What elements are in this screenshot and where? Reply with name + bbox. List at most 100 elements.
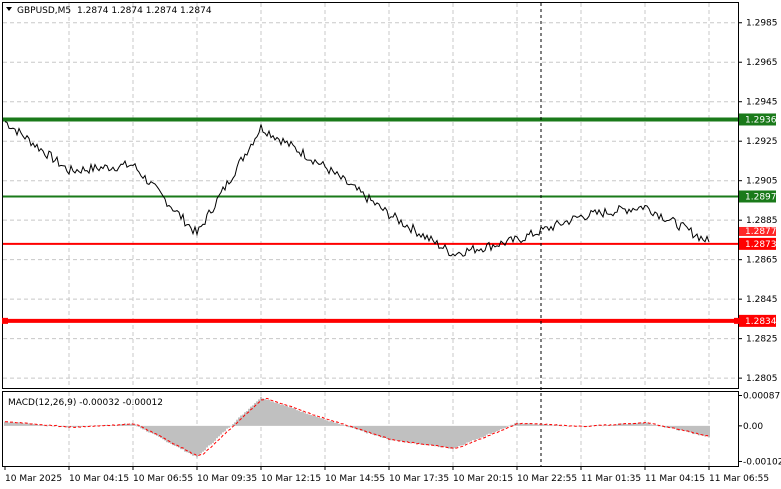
dropdown-triangle-icon[interactable] <box>6 7 12 11</box>
macd-histogram-bar <box>66 425 68 428</box>
macd-histogram-bar <box>374 425 376 436</box>
level-anchor-handle[interactable] <box>2 317 8 324</box>
macd-histogram-bar <box>450 425 452 449</box>
macd-histogram-bar <box>46 425 48 427</box>
macd-histogram-bar <box>706 425 708 436</box>
macd-histogram-bar <box>260 396 262 426</box>
macd-histogram-bar <box>188 425 190 453</box>
macd-histogram-bar <box>274 402 276 426</box>
macd-histogram-bar <box>494 425 496 433</box>
macd-histogram-bar <box>440 425 442 448</box>
macd-histogram-bar <box>288 407 290 426</box>
macd-histogram-bar <box>162 425 164 440</box>
macd-histogram-bar <box>314 415 316 426</box>
macd-histogram-bar <box>694 425 696 435</box>
macd-histogram-bar <box>590 425 592 426</box>
macd-histogram-bar <box>134 424 136 426</box>
macd-histogram-bar <box>426 425 428 445</box>
macd-histogram-bar <box>546 424 548 426</box>
macd-histogram-bar <box>560 425 562 427</box>
macd-histogram-bar <box>16 423 18 426</box>
macd-histogram-bar <box>56 425 58 427</box>
macd-histogram-bar <box>86 425 88 427</box>
macd-histogram-bar <box>80 425 82 428</box>
level-anchor-handle[interactable] <box>734 317 740 324</box>
price-tick-label: 1.2805 <box>746 374 778 384</box>
macd-signal-line <box>5 397 710 457</box>
macd-histogram-bar <box>120 424 122 426</box>
macd-histogram-bar <box>284 405 286 426</box>
macd-histogram-bar <box>666 425 668 428</box>
macd-histogram-bar <box>644 422 646 426</box>
macd-histogram-bar <box>630 423 632 426</box>
macd-histogram-bar <box>38 425 40 426</box>
macd-histogram-bar <box>276 402 278 426</box>
macd-histogram-bar <box>258 399 260 426</box>
macd-histogram-bar <box>658 425 660 427</box>
macd-histogram-bar <box>368 425 370 433</box>
macd-histogram-bar <box>12 422 14 426</box>
price-tick-label: 1.2965 <box>746 58 778 68</box>
macd-histogram-bar <box>688 425 690 433</box>
macd-histogram-bar <box>686 425 688 432</box>
macd-histogram-bar <box>216 425 218 439</box>
macd-histogram-bar <box>522 423 524 426</box>
macd-histogram-bar <box>498 425 500 431</box>
macd-histogram-bar <box>270 401 272 426</box>
time-tick-label: 10 Mar 06:55 <box>133 474 193 484</box>
macd-histogram-bar <box>308 414 310 426</box>
macd-histogram-bar <box>250 406 252 426</box>
macd-histogram-bar <box>382 425 384 439</box>
macd-histogram-bar <box>388 425 390 441</box>
macd-histogram-bar <box>206 425 208 448</box>
macd-histogram-bar <box>332 421 334 426</box>
macd-histogram-bar <box>398 425 400 442</box>
macd-histogram-bar <box>422 425 424 445</box>
macd-histogram-bar <box>622 423 624 426</box>
macd-histogram-bar <box>610 424 612 426</box>
macd-histogram-bar <box>668 425 670 428</box>
macd-histogram-bar <box>670 425 672 429</box>
macd-histogram-bar <box>582 425 584 427</box>
macd-histogram-bar <box>116 425 118 426</box>
macd-histogram-bar <box>62 425 64 427</box>
macd-histogram-bar <box>318 417 320 426</box>
macd-tick-label: 0.00 <box>743 422 763 432</box>
macd-histogram-bar <box>262 398 264 426</box>
macd-histogram-bar <box>18 422 20 426</box>
macd-histogram-bar <box>234 422 236 426</box>
macd-histogram-bar <box>404 425 406 443</box>
time-axis: 10 Mar 2025 10 Mar 04:15 10 Mar 06:55 10 Ma… <box>4 466 769 484</box>
macd-histogram-bar <box>680 425 682 431</box>
macd-histogram-bar <box>532 424 534 426</box>
macd-histogram-bar <box>178 425 180 448</box>
macd-histogram-bar <box>212 425 214 443</box>
macd-histogram-bar <box>396 425 398 441</box>
price-line <box>4 121 710 257</box>
macd-histogram-bar <box>550 424 552 426</box>
macd-histogram-bar <box>40 424 42 426</box>
macd-histogram-bar <box>254 403 256 426</box>
grid <box>3 3 738 466</box>
macd-series <box>4 396 710 458</box>
macd-histogram-bar <box>84 425 86 427</box>
macd-histogram-bar <box>642 422 644 426</box>
macd-histogram-bar <box>248 408 250 426</box>
price-tick-label: 1.2985 <box>746 19 778 29</box>
macd-histogram-bar <box>418 425 420 445</box>
macd-histogram-bar <box>138 425 140 427</box>
macd-histogram-bar <box>226 425 228 429</box>
macd-histogram-bar <box>126 424 128 426</box>
macd-histogram-bar <box>636 423 638 426</box>
macd-histogram-bar <box>444 425 446 447</box>
macd-histogram-bar <box>378 425 380 437</box>
macd-histogram-bar <box>22 423 24 426</box>
macd-histogram-bar <box>526 423 528 426</box>
macd-histogram-bar <box>28 423 30 426</box>
level-price-tag <box>739 237 776 250</box>
macd-histogram-bar <box>420 425 422 445</box>
macd-histogram-bar <box>576 425 578 427</box>
macd-histogram-bar <box>310 414 312 426</box>
macd-histogram-bar <box>306 413 308 426</box>
